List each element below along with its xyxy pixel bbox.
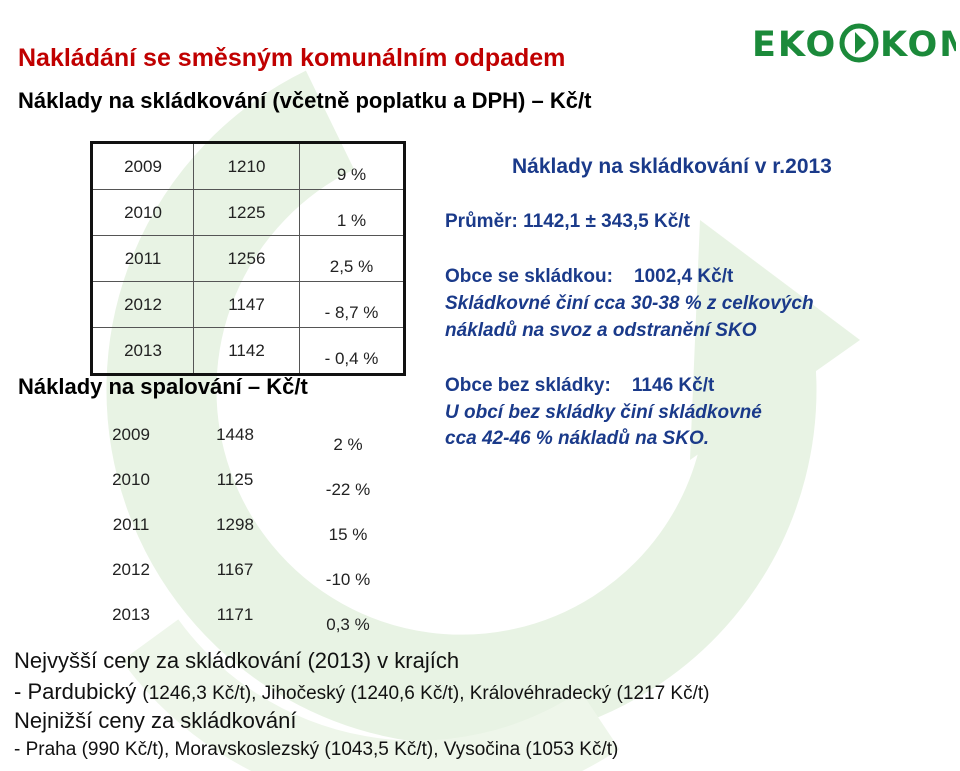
change-cell: 9 % [299, 142, 405, 190]
value-cell: 1142 [193, 327, 300, 375]
value-cell: 1210 [193, 142, 300, 190]
change-cell: - 8,7 % [299, 281, 405, 328]
year-cell: 2011 [91, 235, 194, 282]
change-cell: 0,3 % [326, 615, 370, 634]
change-cell: -22 % [325, 480, 371, 499]
value-cell: 1298 [216, 514, 254, 534]
change-cell: 2,5 % [299, 235, 405, 282]
change-cell: 1 % [299, 189, 405, 236]
average-cost: Průměr: 1142,1 ± 343,5 Kč/t [445, 211, 690, 232]
value-cell: 1147 [193, 281, 300, 328]
svg-text:KOM: KOM [880, 25, 956, 64]
table-row: 2013 1171 0,3 % [90, 592, 398, 637]
table-row: 2012 1167 -10 % [90, 547, 398, 592]
change-cell: 2 % [333, 435, 363, 454]
lowest-prices-heading: Nejnižší ceny za skládkování [14, 708, 297, 733]
year-cell: 2010 [112, 469, 150, 489]
year-cell: 2011 [112, 514, 150, 534]
year-cell: 2013 [112, 604, 150, 624]
year-cell: 2009 [112, 424, 150, 444]
table-row: 2013 1142 - 0,4 % [91, 327, 405, 375]
with-landfill-note-1: Skládkovné činí cca 30-38 % z celkových [445, 293, 814, 314]
table-row: 2009 1210 9 % [91, 142, 405, 190]
page-subtitle: Náklady na skládkování (včetně poplatku … [18, 88, 592, 113]
with-landfill-note-2: nákladů na svoz a odstranění SKO [445, 320, 757, 341]
table-row: 2011 1298 15 % [90, 502, 398, 547]
year-cell: 2013 [91, 327, 194, 375]
info-title: Náklady na skládkování v r.2013 [512, 155, 832, 178]
value-cell: 1171 [216, 604, 254, 624]
svg-text:EKO: EKO [752, 25, 837, 64]
landfill-cost-table: 2009 1210 9 % 2010 1225 1 % 2011 1256 2,… [90, 141, 406, 376]
value-cell: 1256 [193, 235, 300, 282]
highest-prices-list: - Pardubický (1246,3 Kč/t), Jihočeský (1… [14, 679, 710, 705]
without-landfill-cost: Obce bez skládky: 1146 Kč/t [445, 375, 715, 396]
year-cell: 2010 [91, 189, 194, 236]
incineration-heading: Náklady na spalování – Kč/t [18, 374, 308, 399]
value-cell: 1167 [216, 559, 254, 579]
value-cell: 1448 [216, 424, 254, 444]
highest-prices-detail: (1246,3 Kč/t), Jihočeský (1240,6 Kč/t), … [142, 683, 710, 704]
incineration-cost-table: 2009 1448 2 % 2010 1125 -22 % 2011 1298 … [90, 412, 398, 637]
year-cell: 2009 [91, 142, 194, 190]
value-cell: 1225 [193, 189, 300, 236]
without-landfill-note-1: U obcí bez skládky činí skládkovné [445, 402, 762, 423]
table-row: 2009 1448 2 % [90, 412, 398, 457]
page-title: Nakládání se směsným komunálním odpadem [18, 44, 566, 72]
change-cell: - 0,4 % [299, 327, 405, 375]
year-cell: 2012 [91, 281, 194, 328]
ekokom-logo: EKO KOM [752, 23, 956, 64]
highest-prices-prefix: - Pardubický [14, 679, 143, 704]
without-landfill-note-2: cca 42-46 % nákladů na SKO. [445, 428, 710, 449]
table-row: 2011 1256 2,5 % [91, 235, 405, 282]
change-cell: 15 % [328, 525, 368, 544]
with-landfill-cost: Obce se skládkou: 1002,4 Kč/t [445, 266, 734, 287]
change-cell: -10 % [325, 570, 371, 589]
lowest-prices-list: - Praha (990 Kč/t), Moravskoslezský (104… [14, 739, 619, 760]
table-row: 2010 1225 1 % [91, 189, 405, 236]
recycle-icon [839, 23, 879, 63]
value-cell: 1125 [216, 469, 254, 489]
highest-prices-heading: Nejvyšší ceny za skládkování (2013) v kr… [14, 648, 460, 673]
table-row: 2010 1125 -22 % [90, 457, 398, 502]
table-row: 2012 1147 - 8,7 % [91, 281, 405, 328]
year-cell: 2012 [112, 559, 150, 579]
